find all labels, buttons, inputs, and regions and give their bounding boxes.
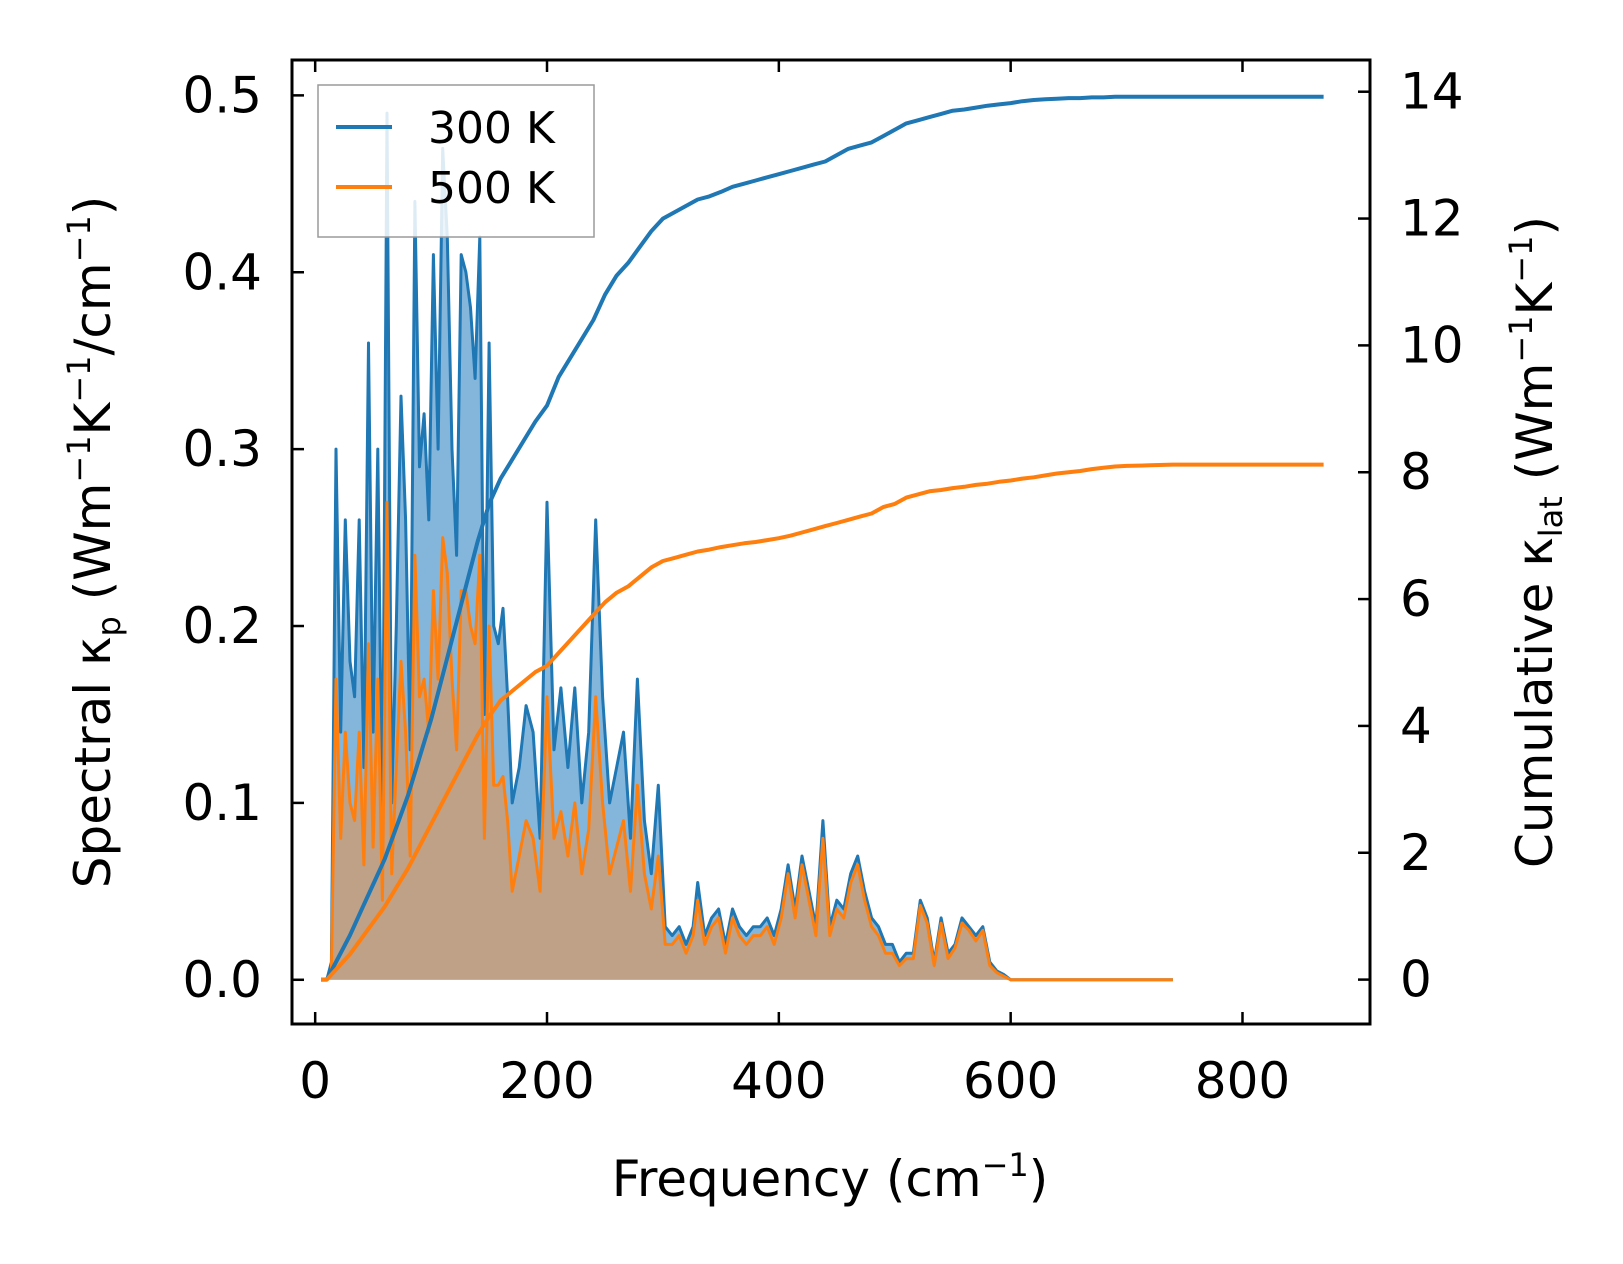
x-tick-label: 800 xyxy=(1195,1052,1290,1110)
cumulative-lines-layer xyxy=(321,94,1324,982)
y-right-tick-label: 10 xyxy=(1400,316,1464,374)
x-axis-ticks: 0 200 400 600 800 xyxy=(299,60,1290,1110)
y-left-tick-label: 0.4 xyxy=(182,243,262,301)
spectral-500k-area xyxy=(321,502,1173,980)
legend: 300 K 500 K xyxy=(317,84,595,238)
y-left-tick-label: 0.3 xyxy=(182,420,262,478)
y-right-axis-title: Cumulative κlat (Wm−1K−1) xyxy=(1502,216,1570,868)
legend-label-300k: 300 K xyxy=(428,103,556,154)
y-right-tick-label: 0 xyxy=(1400,951,1432,1009)
y-right-tick-label: 4 xyxy=(1400,697,1432,755)
x-tick-label: 600 xyxy=(963,1052,1058,1110)
y-right-tick-label: 2 xyxy=(1400,824,1432,882)
cumulative-500k-line xyxy=(321,462,1324,982)
x-axis-title: Frequency (cm−1) xyxy=(612,1146,1049,1208)
y-left-tick-label: 0.0 xyxy=(182,951,262,1009)
spectral-500k-area-layer xyxy=(321,500,1173,982)
y-left-tick-label: 0.2 xyxy=(182,597,262,655)
y-left-tick-label: 0.5 xyxy=(182,66,262,124)
x-tick-label: 200 xyxy=(499,1052,594,1110)
spectral-500k-line xyxy=(321,500,1173,982)
y-right-axis-ticks: 0 2 4 6 8 10 12 14 xyxy=(1358,63,1464,1009)
x-tick-label: 400 xyxy=(731,1052,826,1110)
y-left-axis-title: Spectral κp (Wm−1K−1/cm−1) xyxy=(60,196,128,889)
y-right-tick-label: 8 xyxy=(1400,443,1432,501)
y-right-tick-label: 6 xyxy=(1400,570,1432,628)
plot-frame xyxy=(290,58,1372,1026)
y-left-axis-ticks: 0.0 0.1 0.2 0.3 0.4 0.5 xyxy=(182,66,304,1009)
y-right-tick-label: 14 xyxy=(1400,63,1464,121)
y-left-tick-label: 0.1 xyxy=(182,774,262,832)
x-tick-label: 0 xyxy=(299,1052,331,1110)
plot-area xyxy=(321,94,1324,982)
cumulative-300k-line xyxy=(321,94,1324,982)
legend-label-500k: 500 K xyxy=(428,163,556,214)
y-right-tick-label: 12 xyxy=(1400,190,1464,248)
legend-box xyxy=(317,84,595,238)
